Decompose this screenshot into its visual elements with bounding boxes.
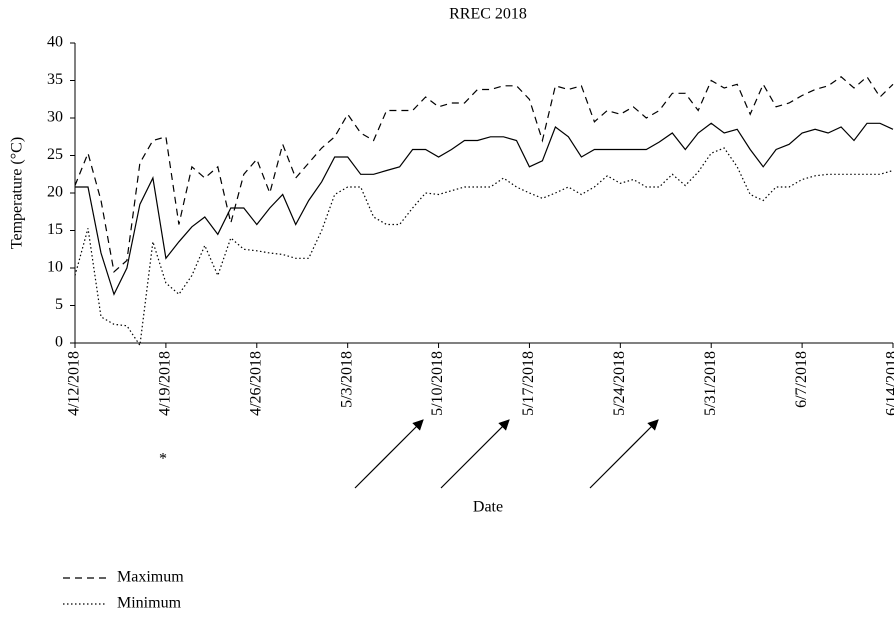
x-tick-label: 4/26/2018: [247, 351, 264, 416]
y-tick-label: 25: [47, 146, 63, 163]
y-tick-label: 15: [47, 221, 63, 238]
series-line: [75, 122, 894, 296]
y-tick-label: 5: [55, 296, 63, 313]
x-tick-label: 5/3/2018: [338, 351, 355, 408]
annotation: *: [159, 451, 167, 468]
y-tick-label: 20: [47, 184, 63, 201]
y-tick-label: 40: [47, 34, 63, 51]
arrow: [589, 419, 659, 489]
y-tick-label: 30: [47, 109, 63, 126]
x-axis-label: Date: [473, 499, 503, 516]
x-tick-label: 6/7/2018: [793, 351, 810, 408]
legend-label: Maximum: [117, 569, 184, 586]
x-tick-label: 5/24/2018: [611, 351, 628, 416]
x-tick-label: 4/19/2018: [157, 351, 174, 416]
arrow: [440, 419, 510, 489]
y-tick-label: 35: [47, 71, 63, 88]
x-tick-label: 5/10/2018: [429, 351, 446, 416]
arrow: [354, 419, 424, 489]
y-tick-label: 10: [47, 259, 63, 276]
x-tick-label: 5/31/2018: [702, 351, 719, 416]
y-axis-label: Temperature (°C): [9, 137, 26, 249]
chart-title: RREC 2018: [449, 6, 527, 23]
x-tick-label: 6/14/2018: [884, 351, 894, 416]
series-line: [74, 147, 894, 347]
series-line: [74, 75, 894, 273]
legend-label: Minimum: [117, 595, 182, 612]
y-tick-label: 0: [55, 334, 63, 351]
x-tick-label: 5/17/2018: [520, 351, 537, 416]
arrows: [354, 419, 659, 489]
x-tick-label: 4/12/2018: [66, 351, 83, 416]
